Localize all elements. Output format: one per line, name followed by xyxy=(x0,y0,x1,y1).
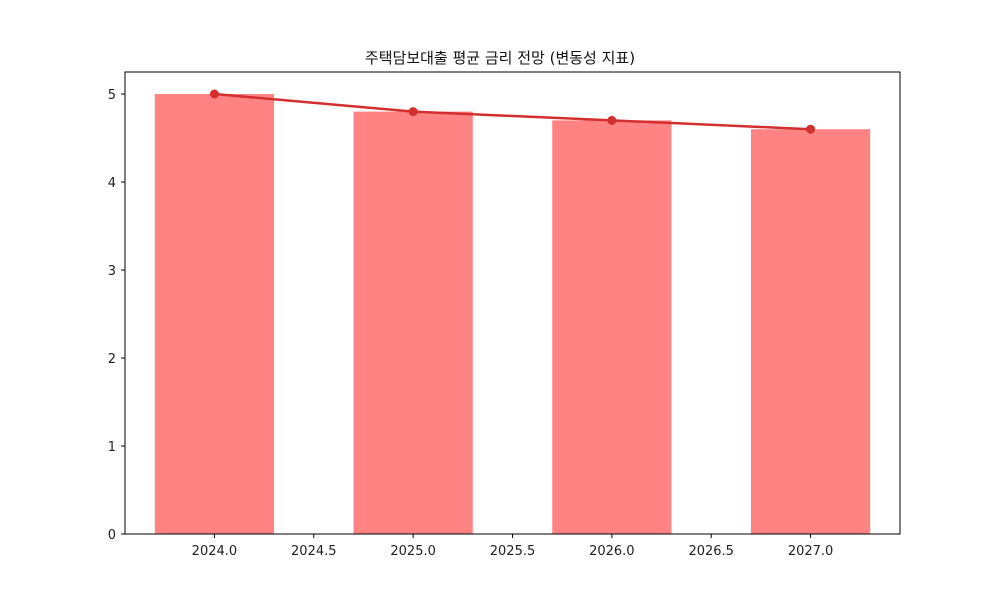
y-tick-label: 5 xyxy=(108,88,116,103)
bar-2026 xyxy=(552,120,672,535)
x-tick-label: 2024.5 xyxy=(291,544,337,559)
y-tick-label: 3 xyxy=(108,264,116,279)
x-tick-label: 2025.5 xyxy=(490,544,536,559)
line-series xyxy=(209,89,816,134)
y-axis: 0 1 2 3 4 5 xyxy=(108,88,125,543)
point-marker-2027 xyxy=(806,124,816,134)
x-tick-label: 2026.0 xyxy=(589,544,635,559)
bar-series xyxy=(154,94,871,535)
y-tick-label: 1 xyxy=(108,440,116,455)
point-marker-2026 xyxy=(607,115,617,125)
x-tick-label: 2027.0 xyxy=(788,544,834,559)
bar-2027 xyxy=(750,129,871,534)
point-marker-2025 xyxy=(408,107,418,117)
y-tick-label: 4 xyxy=(108,176,116,191)
bar-2024 xyxy=(154,94,275,534)
y-tick-label: 0 xyxy=(108,528,116,543)
trend-line xyxy=(214,92,811,131)
point-marker-2024 xyxy=(209,89,219,99)
chart-title: 주택담보대출 평균 금리 전망 (변동성 지표) xyxy=(364,49,636,67)
x-tick-label: 2026.5 xyxy=(688,544,734,559)
x-tick-label: 2025.0 xyxy=(390,544,436,559)
x-tick-label: 2024.0 xyxy=(192,544,238,559)
x-axis: 2024.0 2024.5 2025.0 2025.5 2026.0 2026.5 2027… xyxy=(192,534,834,559)
bar-2025 xyxy=(353,111,473,534)
y-tick-label: 2 xyxy=(108,352,116,367)
